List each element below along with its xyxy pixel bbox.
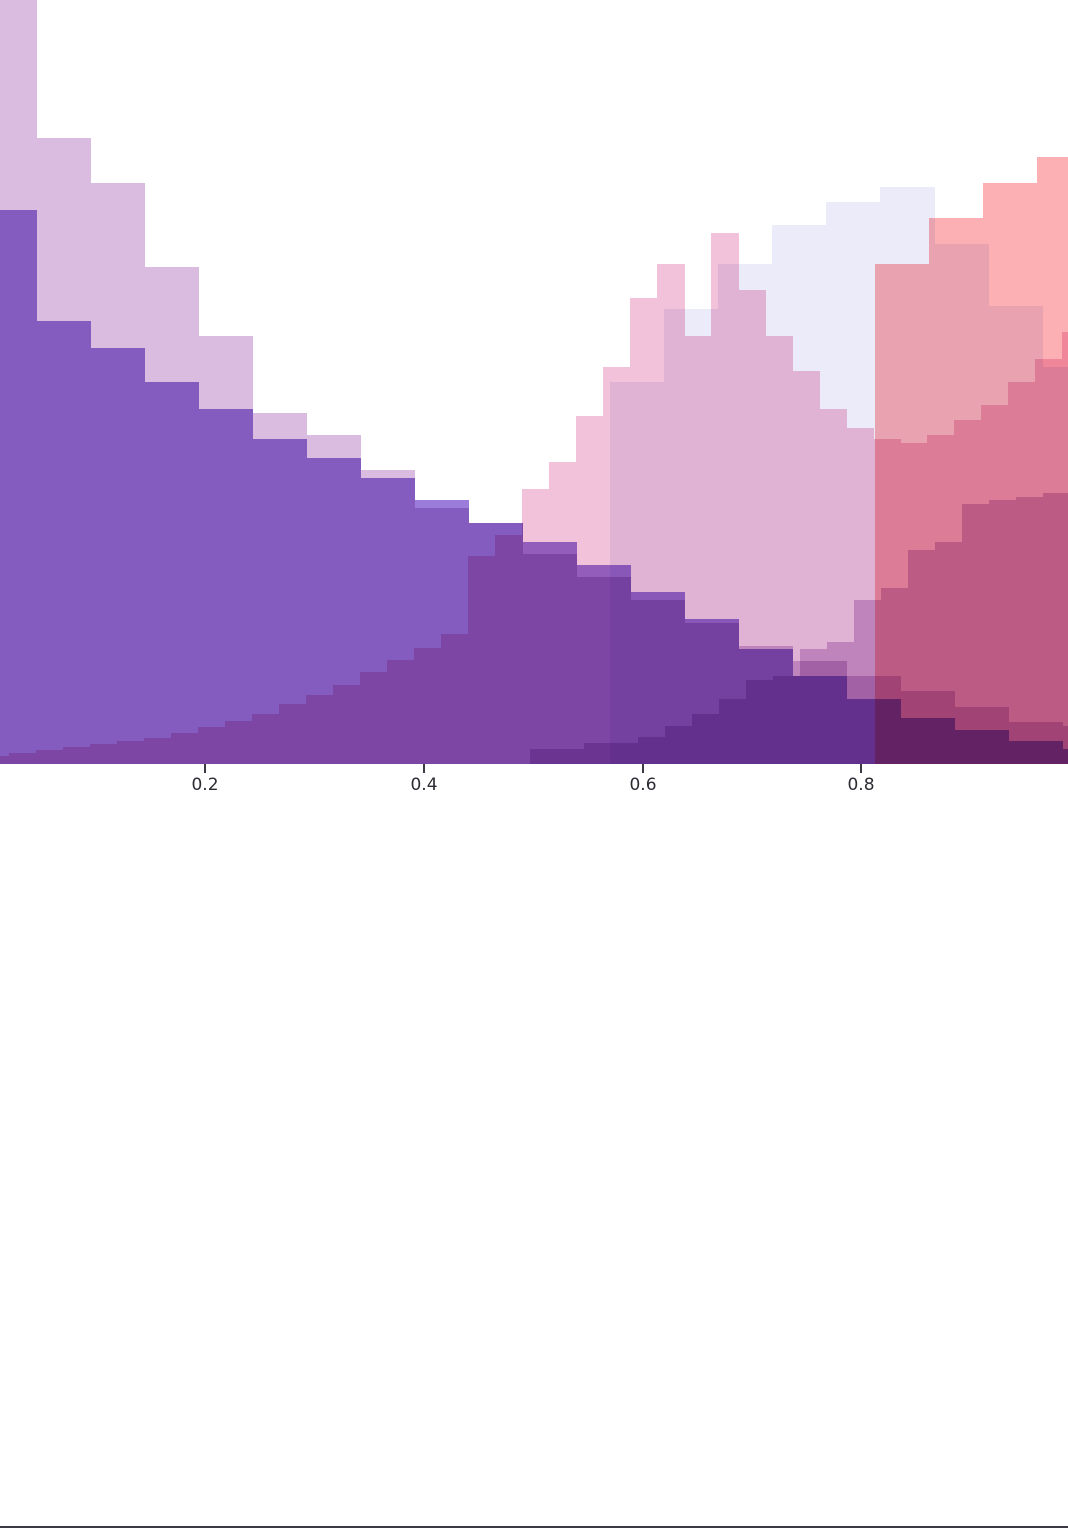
histogram-bar [773,676,801,764]
histogram-bar [9,753,37,764]
histogram-bar [711,233,739,764]
histogram-bar [252,713,280,764]
histogram-bar [36,750,64,764]
histogram-bar [638,737,666,764]
histogram-bar [557,748,585,764]
x-tick-label: 0.4 [410,775,438,795]
series-layers [0,0,1068,764]
histogram-bar [530,748,558,764]
histogram-bar [603,366,631,764]
x-tick-mark [860,764,862,773]
histogram-bar [306,695,334,764]
histogram-bar [962,504,990,764]
histogram-bar [746,679,774,764]
histogram-bar [1016,496,1044,764]
x-tick-label: 0.2 [191,775,219,795]
histogram-bar [800,649,828,764]
histogram-bar [414,647,442,764]
histogram-bar [279,704,307,764]
histogram-bar [881,588,909,764]
histogram-bar [198,727,226,764]
histogram-bar [611,742,639,764]
histogram-bar [684,336,712,764]
histogram-bar [827,641,855,764]
histogram-bar [198,408,253,764]
histogram-bar [90,744,118,764]
histogram-bar [144,738,172,764]
x-tick-mark [642,764,644,773]
histogram-bar [0,210,37,764]
histogram-series-orchid-rising-right [530,492,1068,764]
histogram-bar [360,672,388,764]
histogram-bar [63,747,91,764]
x-tick-label: 0.8 [847,775,875,795]
plot-area [0,0,1068,764]
histogram-bar [576,416,604,764]
histogram-bar [1043,492,1068,764]
histogram-bar [117,741,145,764]
histogram-bar [630,297,658,764]
histogram-bar [665,725,693,764]
histogram-bar [657,263,685,764]
histogram-bar [144,382,199,764]
histogram-bar [495,534,523,764]
histogram-bar [854,599,882,764]
x-tick-mark [204,764,206,773]
histogram-bar [333,684,361,764]
histogram-bar [441,634,469,764]
histogram-bar [935,542,963,764]
histogram-bar [989,500,1017,764]
histogram-bar [36,320,91,764]
histogram-bar [0,756,10,764]
histogram-bar [225,721,253,764]
histogram-bar [692,714,720,764]
x-axis [0,763,1068,1528]
x-tick-label: 0.6 [629,775,657,795]
histogram-bar [387,660,415,764]
histogram-bar [468,556,496,764]
histogram-bar [719,699,747,764]
histogram-bar [171,733,199,764]
histogram-bar [522,488,550,764]
x-tick-mark [423,764,425,773]
histogram-bar [90,347,145,764]
histogram-bar [584,742,612,764]
histogram-bar [549,462,577,764]
histogram-bar [908,550,936,764]
